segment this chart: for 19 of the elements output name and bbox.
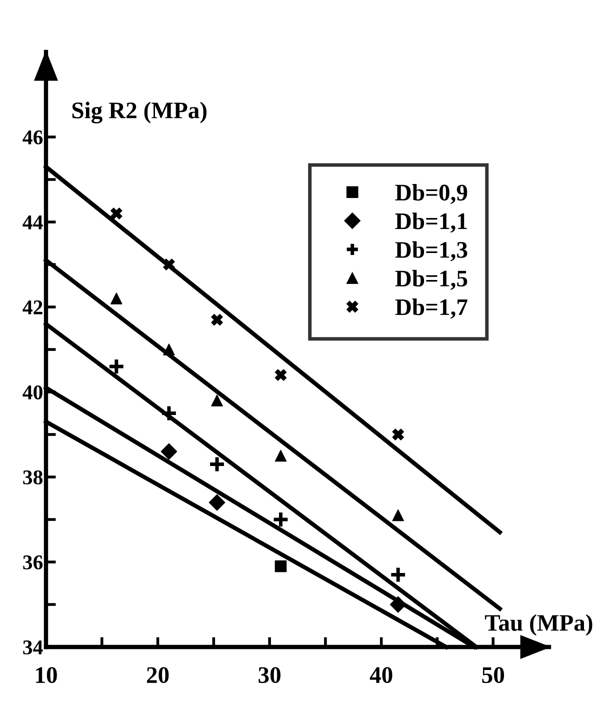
y-tick-label: 46: [22, 130, 43, 144]
x-tick-label: 20: [146, 667, 169, 684]
legend-label: Db=0,9: [395, 184, 468, 204]
x-tick-label: 50: [482, 667, 504, 684]
y-tick-label: 40: [22, 385, 42, 400]
y-tick-label: 36: [23, 555, 43, 570]
legend-label: Db=1,7: [395, 298, 468, 319]
y-tick-label: 34: [23, 640, 43, 654]
y-tick-label: 44: [22, 216, 43, 230]
y-axis-title: Sig R2 (MPa): [72, 102, 207, 124]
legend-label: Db=1,5: [395, 270, 468, 290]
x-tick-label: 10: [36, 667, 57, 684]
x-tick-label: 30: [258, 667, 280, 684]
legend-label: Db=1,1: [395, 212, 467, 233]
x-tick-label: 40: [370, 667, 392, 684]
x-axis-title: Tau (MPa): [484, 614, 592, 636]
legend-label: Db=1,3: [395, 241, 468, 262]
y-tick-label: 38: [23, 470, 43, 484]
y-tick-label: 42: [22, 300, 42, 314]
